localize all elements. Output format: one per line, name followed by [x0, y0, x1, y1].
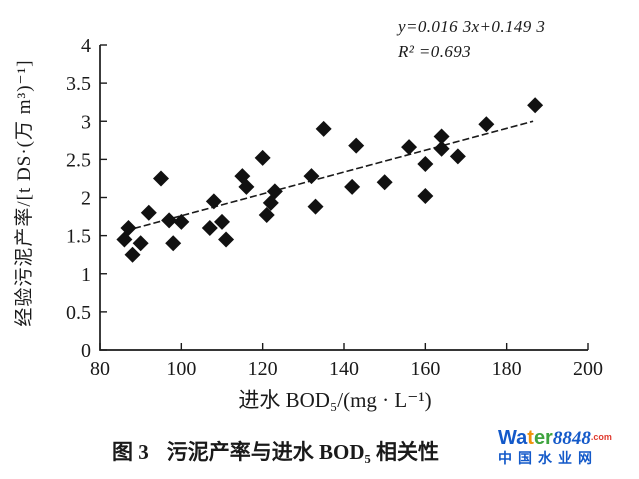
axes: [99, 45, 588, 351]
data-point: [348, 137, 365, 154]
data-point: [376, 174, 393, 191]
data-point: [307, 198, 324, 215]
data-point: [315, 120, 332, 137]
data-point: [205, 193, 222, 210]
x-tick-label: 120: [248, 358, 278, 380]
y-tick-label: 4: [81, 35, 91, 57]
data-point: [173, 213, 190, 230]
data-point: [254, 149, 271, 166]
data-point: [433, 140, 450, 157]
x-tick-label: 100: [166, 358, 196, 380]
y-tick-label: 1: [81, 264, 91, 286]
trendline-equation: y=0.016 3x+0.149 3: [398, 17, 546, 36]
watermark-brand-dotcom: .com: [590, 432, 612, 442]
x-tick-label: 80: [90, 358, 110, 380]
y-tick-label: 1.5: [66, 226, 91, 248]
data-point: [165, 235, 182, 252]
data-point: [344, 178, 361, 195]
data-point: [417, 187, 434, 204]
y-tick-label: 2.5: [66, 149, 91, 171]
data-point: [527, 97, 544, 114]
trendline-annotation: y=0.016 3x+0.149 3 R² =0.693: [398, 15, 545, 64]
x-tick-label: 160: [410, 358, 440, 380]
data-point: [140, 204, 157, 221]
x-axis-title: 进水 BOD₅/(mg · L⁻¹): [238, 388, 432, 412]
data-point: [258, 207, 275, 224]
figure-caption-text: 污泥产率与进水 BOD₅ 相关性: [166, 440, 440, 464]
scatter-chart: 80 100 120 140 160 180 200 0 0.5 1 1.5 2 2.5 3 3.5 4: [66, 35, 603, 380]
data-point: [161, 212, 178, 229]
y-tick-label: 3: [81, 111, 91, 133]
watermark-logo: Water8848.com 中国水业网: [498, 428, 612, 465]
y-tick-label: 0.5: [66, 302, 91, 324]
y-tick-label: 0: [81, 340, 91, 362]
data-point: [401, 139, 418, 156]
watermark-brand-number: 8848: [552, 428, 591, 449]
watermark-brand-wa: Wa: [498, 427, 528, 449]
y-axis-title: 经验污泥产率/[t DS·(万 m³)⁻¹]: [14, 59, 35, 327]
data-point: [449, 148, 466, 165]
data-point: [266, 183, 283, 200]
watermark-brand-t: t: [527, 427, 534, 449]
figure-caption: 图 3 污泥产率与进水 BOD₅ 相关性: [112, 436, 439, 466]
x-tick-label: 140: [329, 358, 359, 380]
data-point: [120, 220, 137, 236]
trendline: [124, 120, 534, 232]
data-point: [201, 220, 218, 236]
figure-number: 图 3: [112, 440, 149, 464]
data-point: [433, 128, 450, 145]
data-point: [478, 116, 495, 133]
x-tick-label: 200: [573, 358, 603, 380]
r-squared-value: R² =0.693: [398, 41, 472, 61]
x-tick-label: 180: [492, 358, 522, 380]
data-point: [238, 178, 255, 195]
data-point: [124, 246, 141, 263]
y-tick-label: 2: [81, 188, 91, 210]
data-point: [303, 168, 320, 185]
y-tick-label: 3.5: [66, 73, 91, 95]
data-point: [417, 155, 434, 172]
watermark-brand-er: er: [533, 427, 553, 449]
watermark-subtitle: 中国水业网: [498, 450, 598, 466]
data-point: [132, 235, 149, 252]
watermark-brand: Water8848.com: [498, 428, 612, 448]
data-point: [214, 213, 230, 230]
data-point: [153, 170, 169, 187]
data-point: [218, 231, 235, 248]
